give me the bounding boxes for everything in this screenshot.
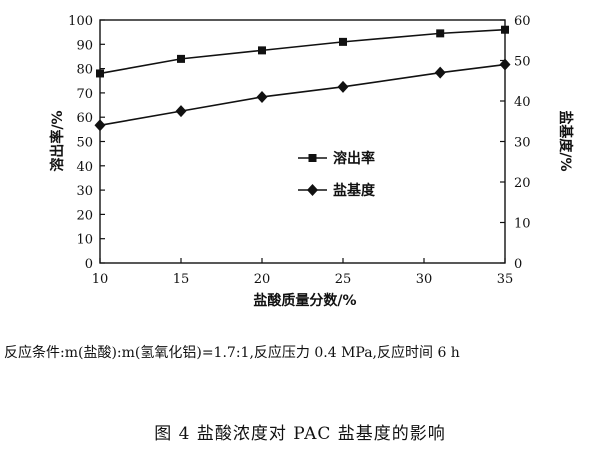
point-0-4 bbox=[436, 29, 445, 38]
right-tick-label: 40 bbox=[514, 95, 531, 110]
figure-caption: 图 4 盐酸浓度对 PAC 盐基度的影响 bbox=[154, 424, 446, 444]
series-layer bbox=[94, 25, 511, 132]
point-0-5 bbox=[501, 25, 509, 34]
x-tick-label: 20 bbox=[254, 272, 271, 287]
x-axis-ticks: 10 15 20 25 30 35 bbox=[92, 258, 514, 287]
left-tick-label: 10 bbox=[76, 233, 93, 248]
left-tick-label: 70 bbox=[76, 87, 93, 102]
point-0-3 bbox=[339, 37, 347, 46]
y-axis-left-title: 溶出率/% bbox=[49, 110, 66, 171]
right-tick-label: 20 bbox=[514, 176, 531, 191]
point-1-2 bbox=[256, 90, 268, 103]
axes bbox=[99, 19, 506, 264]
left-tick-label: 40 bbox=[76, 160, 93, 175]
right-tick-label: 30 bbox=[514, 136, 531, 151]
left-tick-label: 60 bbox=[76, 111, 93, 126]
legend-label-0: 溶出率 bbox=[333, 150, 375, 167]
left-axis-ticks: 0 10 20 30 40 50 60 70 80 90 100 bbox=[68, 14, 105, 272]
plot-frame bbox=[99, 19, 506, 264]
series-line-1 bbox=[99, 63, 506, 127]
left-tick-label: 100 bbox=[68, 14, 93, 29]
legend-item-1: 盐基度 bbox=[298, 182, 376, 199]
x-tick-label: 30 bbox=[416, 272, 433, 287]
left-tick-label: 20 bbox=[76, 208, 93, 223]
y-axis-right-title: 盐基度/% bbox=[557, 110, 574, 171]
right-tick-label: 50 bbox=[514, 55, 531, 70]
series-line-0 bbox=[99, 28, 506, 75]
left-tick-label: 80 bbox=[76, 63, 93, 78]
x-tick-label: 10 bbox=[92, 272, 109, 287]
left-tick-label: 30 bbox=[76, 184, 93, 199]
left-tick-label: 0 bbox=[85, 257, 93, 272]
x-tick-label: 35 bbox=[497, 272, 514, 287]
point-1-1 bbox=[175, 105, 187, 118]
x-tick-label: 25 bbox=[335, 272, 352, 287]
right-axis-ticks: 0 10 20 30 40 50 60 bbox=[500, 14, 531, 272]
point-1-4 bbox=[434, 66, 446, 79]
reaction-conditions-note: 反应条件:m(盐酸):m(氢氧化铝)=1.7:1,反应压力 0.4 MPa,反应… bbox=[4, 345, 460, 361]
point-0-1 bbox=[177, 54, 185, 63]
legend-marker-square bbox=[308, 154, 317, 162]
x-tick-label: 15 bbox=[173, 272, 190, 287]
point-1-3 bbox=[337, 80, 349, 93]
legend-label-1: 盐基度 bbox=[333, 182, 376, 199]
legend-item-0: 溶出率 bbox=[298, 150, 375, 167]
point-0-2 bbox=[258, 46, 266, 55]
legend-marker-diamond bbox=[307, 184, 318, 196]
point-1-5 bbox=[499, 58, 511, 71]
right-tick-label: 10 bbox=[514, 217, 531, 232]
left-tick-label: 90 bbox=[76, 38, 93, 53]
right-tick-label: 60 bbox=[514, 14, 531, 29]
point-1-0 bbox=[94, 119, 106, 132]
point-0-0 bbox=[96, 69, 104, 78]
legend: 溶出率 盐基度 bbox=[298, 150, 376, 199]
left-tick-label: 50 bbox=[76, 136, 93, 151]
x-axis-title: 盐酸质量分数/% bbox=[253, 292, 356, 309]
right-tick-label: 0 bbox=[514, 257, 522, 272]
